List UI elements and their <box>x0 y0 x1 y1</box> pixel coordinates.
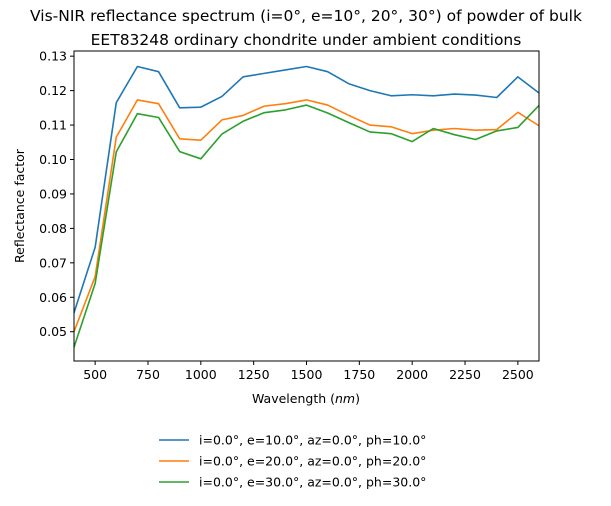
chart-title-line-1: Vis-NIR reflectance spectrum (i=0°, e=10… <box>30 7 582 25</box>
series-lines <box>73 65 540 348</box>
series-line-1 <box>73 65 540 314</box>
series-line-3 <box>73 104 540 348</box>
x-tick-label: 2500 <box>502 367 534 382</box>
x-tick-label: 1000 <box>185 367 217 382</box>
y-tick-label: 0.10 <box>39 152 67 167</box>
y-tick-label: 0.13 <box>39 49 67 64</box>
legend-label-1: i=0.0°, e=10.0°, az=0.0°, ph=10.0° <box>199 433 426 448</box>
x-tick-label: 750 <box>136 367 160 382</box>
y-tick-label: 0.11 <box>39 118 67 133</box>
y-tick-label: 0.09 <box>39 186 67 201</box>
y-tick-label: 0.07 <box>39 255 67 270</box>
legend: i=0.0°, e=10.0°, az=0.0°, ph=10.0° i=0.0°… <box>159 433 426 490</box>
plot-frame <box>73 50 540 362</box>
x-tick-label: 1500 <box>291 367 323 382</box>
series-line-2 <box>73 99 540 333</box>
x-tick-label: 500 <box>83 367 107 382</box>
y-tick-label: 0.12 <box>39 83 67 98</box>
legend-label-2: i=0.0°, e=20.0°, az=0.0°, ph=20.0° <box>199 454 426 469</box>
x-axis-ticks: 500 750 1000 1250 1500 1750 2000 2250 2500 <box>83 361 534 382</box>
legend-label-3: i=0.0°, e=30.0°, az=0.0°, ph=30.0° <box>199 475 426 490</box>
x-tick-label: 1250 <box>238 367 270 382</box>
y-axis-label: Reflectance factor <box>12 148 27 263</box>
x-axis-label: Wavelength (nm) <box>252 391 360 406</box>
y-tick-label: 0.05 <box>39 324 67 339</box>
x-tick-label: 1750 <box>343 367 375 382</box>
y-axis-ticks: 0.05 0.06 0.07 0.08 0.09 0.10 0.11 0.12 0.13 <box>39 49 74 339</box>
x-tick-label: 2000 <box>396 367 428 382</box>
x-tick-label: 2250 <box>449 367 481 382</box>
y-tick-label: 0.06 <box>39 290 67 305</box>
chart-title-line-2: EET83248 ordinary chondrite under ambien… <box>91 31 522 49</box>
y-tick-label: 0.08 <box>39 221 67 236</box>
